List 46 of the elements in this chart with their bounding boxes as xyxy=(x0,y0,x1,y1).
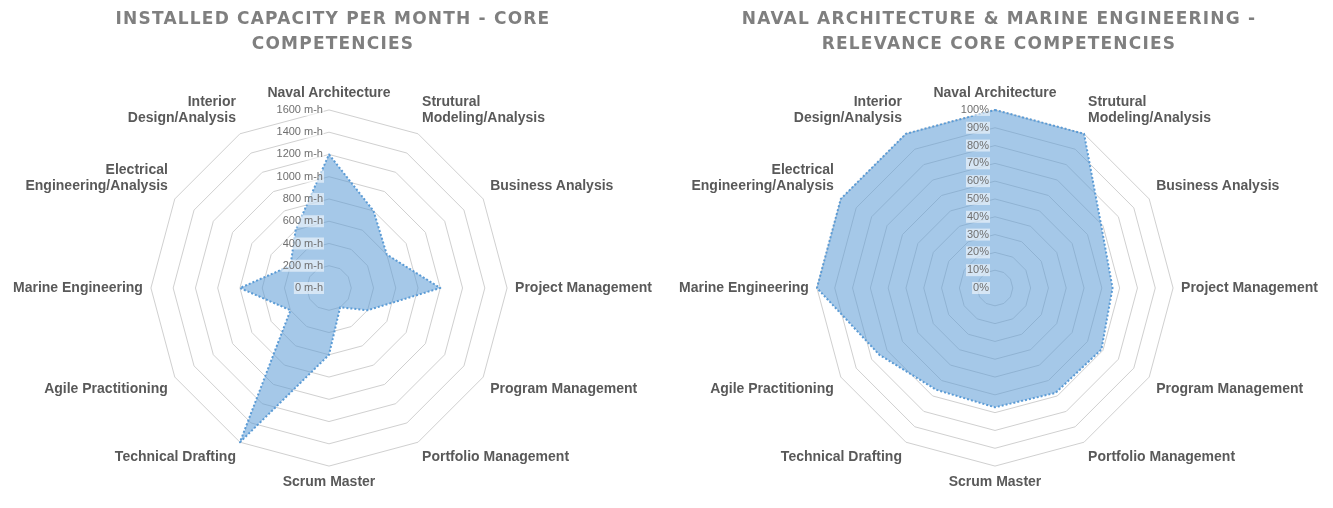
spoke-label: Technical Drafting xyxy=(780,448,902,465)
y-tick-label: 20% xyxy=(966,245,990,258)
spoke-label: Portfolio Management xyxy=(1088,448,1236,465)
chart-title: INSTALLED CAPACITY PER MONTH - CORE COMPETENCIES xyxy=(114,7,552,55)
spoke-label: Business Analysis xyxy=(490,177,614,194)
spoke-label: Project Management xyxy=(1181,278,1319,295)
spoke-label: Scrum Master xyxy=(948,473,1042,490)
y-tick-label: 40% xyxy=(966,209,990,222)
spoke-label: Project Management xyxy=(515,278,653,295)
y-tick-label: 1600 m-h xyxy=(276,102,323,115)
y-tick-label: 0% xyxy=(973,281,990,294)
y-tick-label: 60% xyxy=(966,174,990,187)
y-tick-label: 400 m-h xyxy=(282,236,323,249)
y-tick-label: 800 m-h xyxy=(282,191,323,204)
spoke-label: Strutural Modeling/Analysis xyxy=(422,92,546,126)
y-tick-label: 30% xyxy=(966,227,990,240)
spoke-label: Strutural Modeling/Analysis xyxy=(1088,92,1212,126)
spoke-label: Interior Design/Analysis xyxy=(127,92,237,126)
spoke-label: Electrical Engineering/Analysis xyxy=(25,160,169,194)
y-tick-label: 50% xyxy=(966,191,990,204)
spoke-label: Agile Practitioning xyxy=(44,380,168,397)
y-tick-label: 100% xyxy=(960,102,990,115)
y-tick-label: 1000 m-h xyxy=(276,169,323,182)
chart-title: NAVAL ARCHITECTURE & MARINE ENGINEERING - RELEVANCE CORE COMPETENCIES xyxy=(740,7,1258,55)
spoke-label: Technical Drafting xyxy=(114,448,236,465)
spoke-label: Electrical Engineering/Analysis xyxy=(691,160,835,194)
y-tick-label: 200 m-h xyxy=(282,258,323,271)
y-tick-label: 0 m-h xyxy=(294,281,323,294)
y-tick-label: 90% xyxy=(966,120,990,133)
spoke-label: Program Management xyxy=(490,380,638,397)
spoke-label: Business Analysis xyxy=(1156,177,1280,194)
spoke-label: Naval Architecture xyxy=(267,84,391,101)
y-tick-label: 70% xyxy=(966,156,990,169)
y-tick-label: 1200 m-h xyxy=(276,147,323,160)
spoke-label: Agile Practitioning xyxy=(710,380,834,397)
spoke-label: Program Management xyxy=(1156,380,1304,397)
spoke-label: Marine Engineering xyxy=(13,278,143,295)
y-tick-label: 10% xyxy=(966,263,990,276)
y-tick-label: 80% xyxy=(966,138,990,151)
spoke-label: Scrum Master xyxy=(282,473,376,490)
spoke-label: Marine Engineering xyxy=(679,278,809,295)
spoke-label: Portfolio Management xyxy=(422,448,570,465)
spoke-label: Naval Architecture xyxy=(933,84,1057,101)
y-tick-label: 1400 m-h xyxy=(276,125,323,138)
y-tick-label: 600 m-h xyxy=(282,214,323,227)
spoke-label: Interior Design/Analysis xyxy=(793,92,903,126)
